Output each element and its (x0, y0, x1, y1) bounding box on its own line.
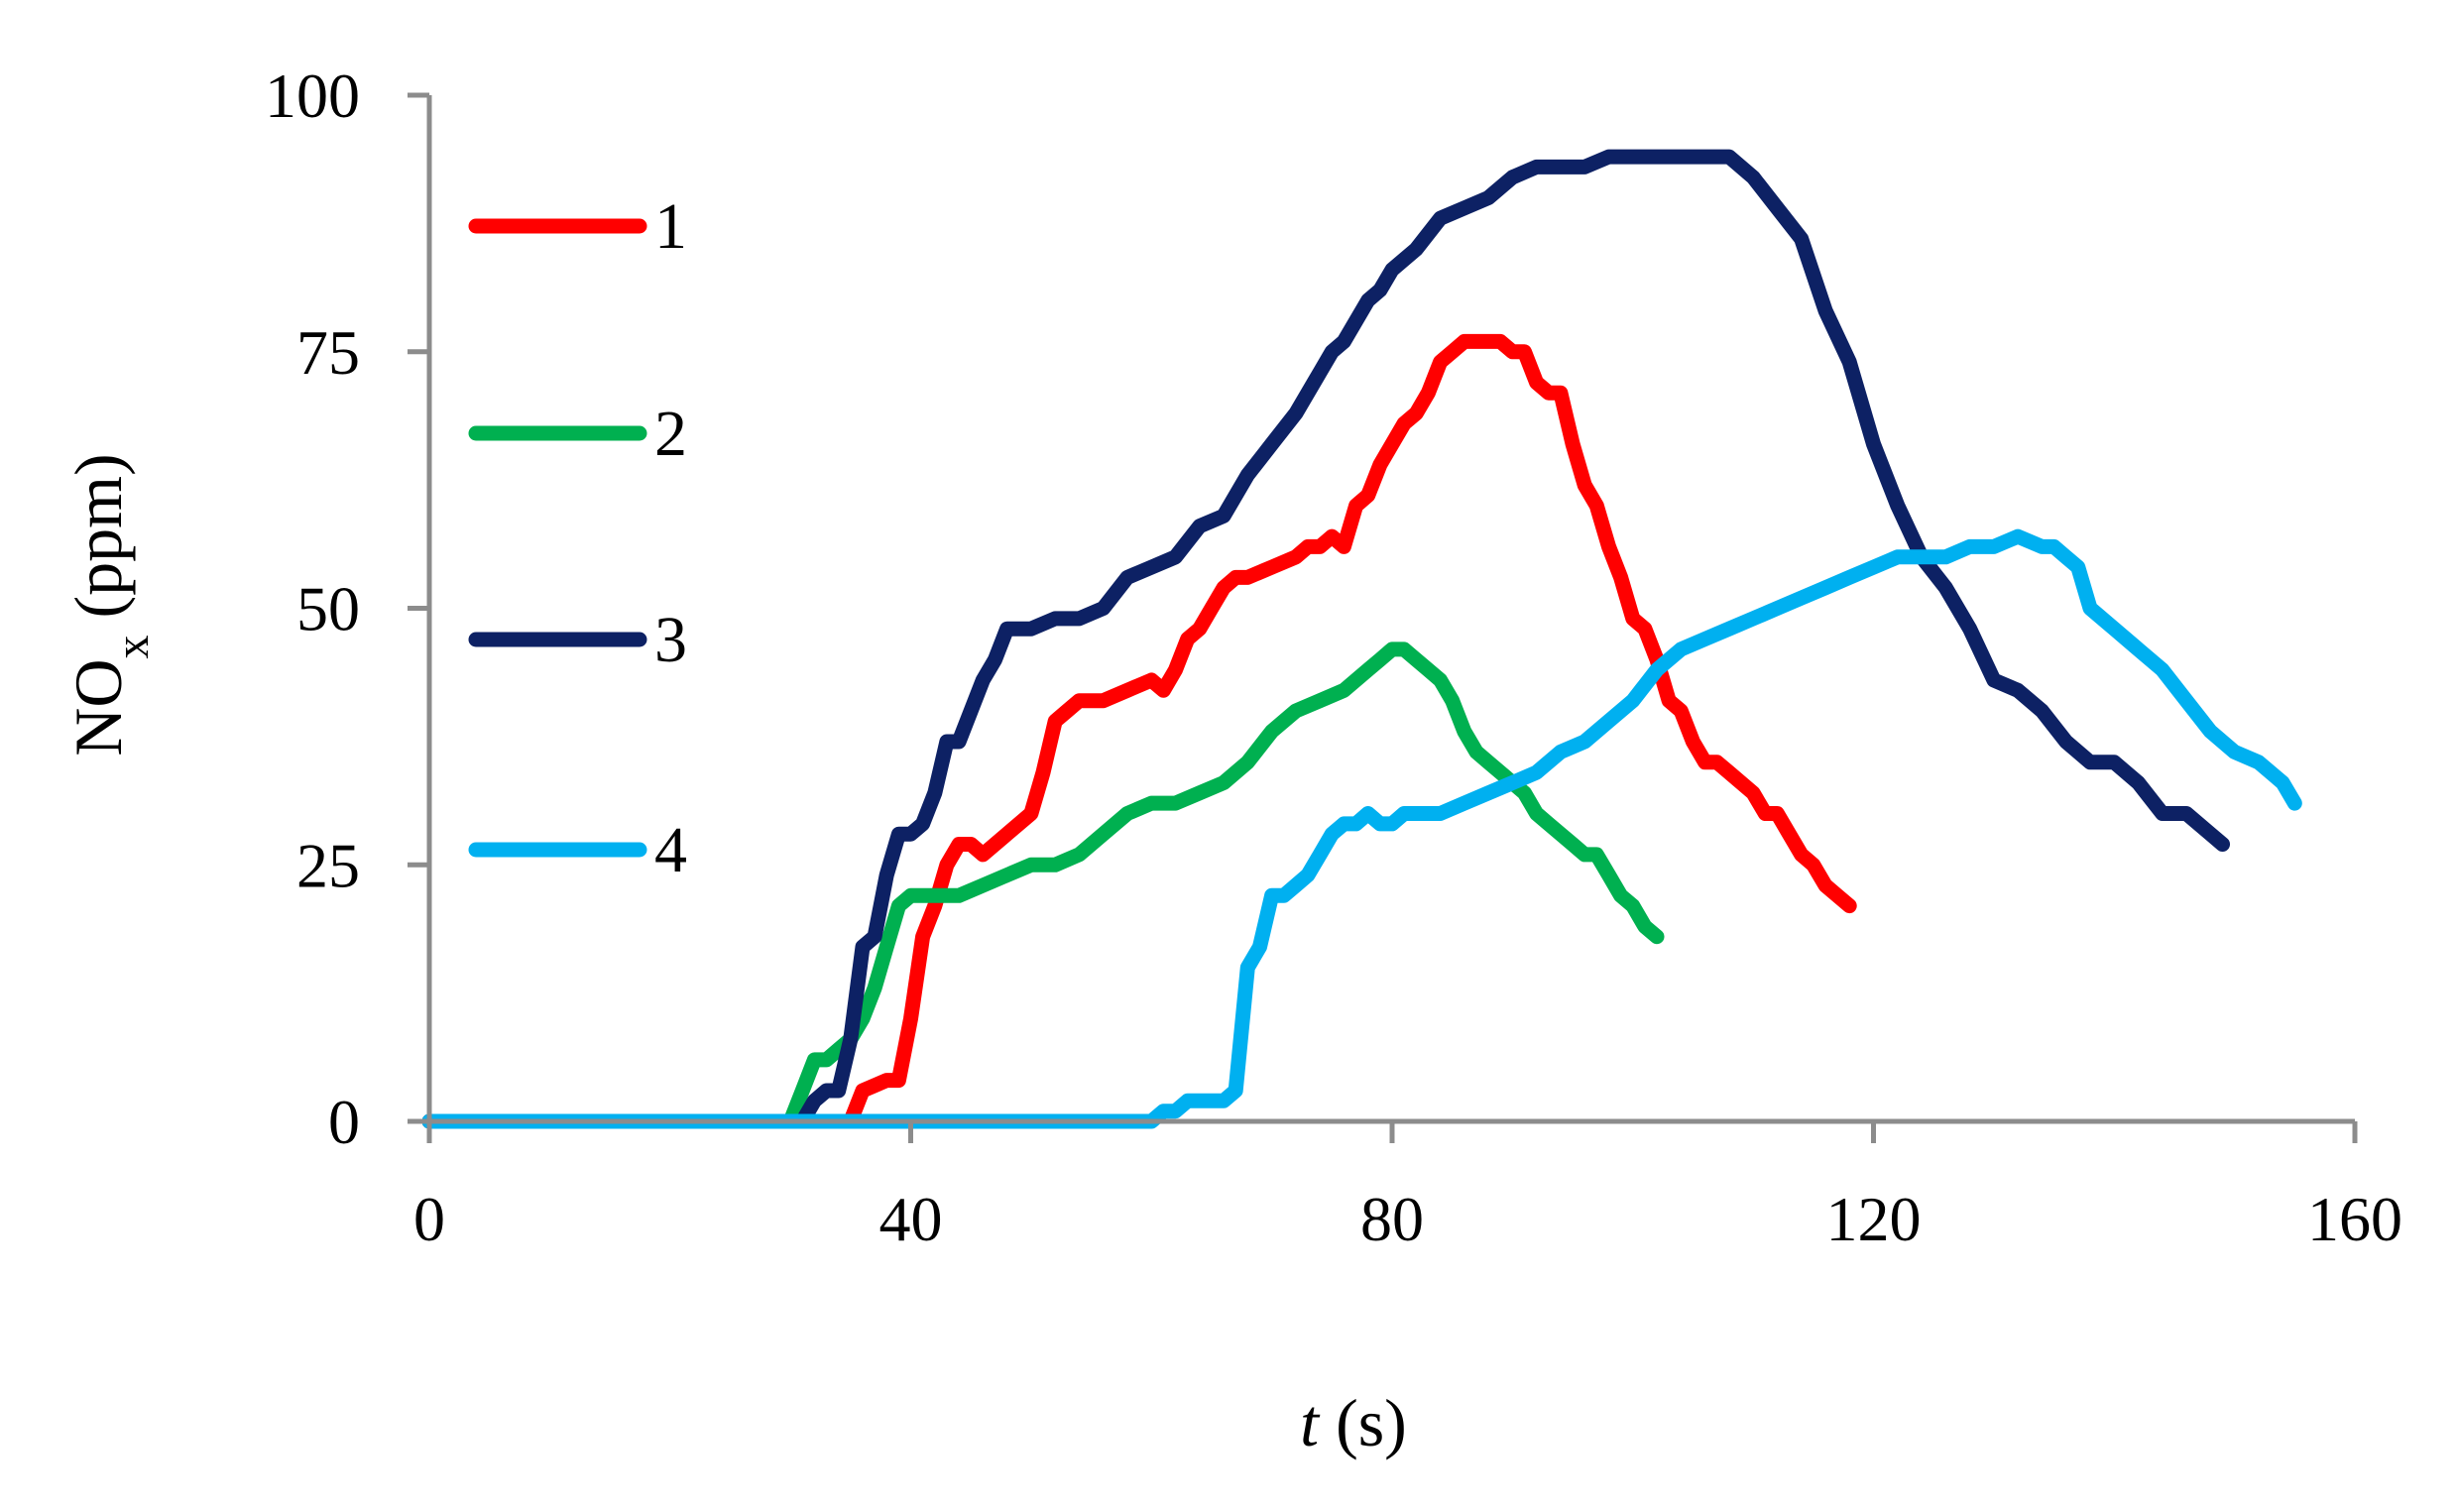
legend-item-1: 1 (468, 190, 687, 263)
series-line-1 (421, 333, 1857, 1129)
series-layer (421, 149, 2302, 1129)
y-tick-label: 50 (296, 574, 360, 644)
legend-item-2: 2 (468, 398, 687, 470)
x-tick-label: 40 (879, 1184, 943, 1254)
series-line-2 (421, 641, 1665, 1129)
legend-label-4: 4 (654, 814, 687, 886)
legend-label-3: 3 (654, 604, 687, 676)
y-tick-label: 0 (328, 1087, 360, 1157)
legend-item-3: 3 (468, 604, 687, 676)
legend-label-1: 1 (654, 190, 687, 263)
y-tick-label: 100 (265, 60, 360, 131)
x-tick-label: 120 (1826, 1184, 1922, 1254)
y-tick-label: 25 (296, 830, 360, 900)
x-axis-title: t (s) (1300, 1385, 1407, 1460)
x-tick-label: 160 (2307, 1184, 2402, 1254)
series-line-4 (421, 528, 2302, 1129)
axes-layer: 0 25 50 75 100 0 40 80 120 160 (265, 60, 2402, 1254)
y-tick-label: 75 (296, 317, 360, 388)
legend: 1 2 3 4 (468, 190, 687, 886)
x-tick-label: 80 (1360, 1184, 1424, 1254)
x-tick-label: 0 (413, 1184, 445, 1254)
series-line-3 (421, 149, 2230, 1129)
y-axis-title: NOx (ppm) (60, 453, 159, 756)
legend-item-4: 4 (468, 814, 687, 886)
legend-label-2: 2 (654, 398, 687, 470)
